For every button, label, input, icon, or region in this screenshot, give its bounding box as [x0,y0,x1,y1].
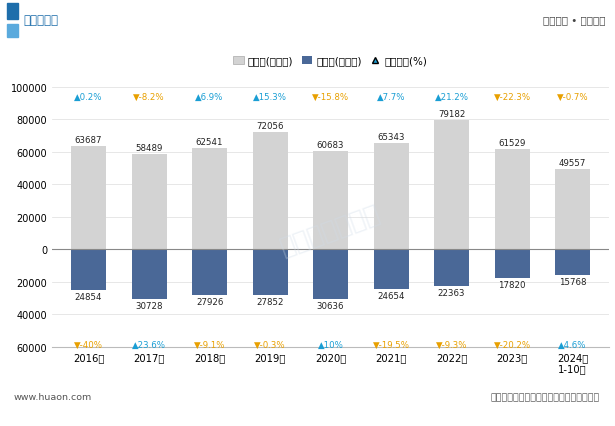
Text: 63687: 63687 [75,135,102,144]
Text: ▼-8.2%: ▼-8.2% [133,93,165,102]
Text: 30636: 30636 [317,302,344,311]
Bar [71,250,106,290]
Text: ▼-15.8%: ▼-15.8% [312,93,349,102]
Text: 华经情报网: 华经情报网 [23,14,58,26]
Text: 61529: 61529 [498,139,526,148]
Text: ▲6.9%: ▲6.9% [196,93,224,102]
Text: 58489: 58489 [135,144,163,153]
Text: 62541: 62541 [196,137,223,146]
Text: 数据来源：中国海关，华经产业研究院整理: 数据来源：中国海关，华经产业研究院整理 [490,392,600,401]
Text: 49557: 49557 [559,158,586,167]
Bar [494,250,530,279]
Text: ▲21.2%: ▲21.2% [435,93,469,102]
Text: 30728: 30728 [135,302,163,311]
Text: www.huaon.com: www.huaon.com [14,392,92,401]
Bar [132,155,167,250]
Bar [253,133,288,250]
Text: ▼-9.1%: ▼-9.1% [194,340,225,349]
Bar [555,169,590,250]
Text: ▲10%: ▲10% [317,340,344,349]
Bar [192,148,227,250]
Text: 60683: 60683 [317,140,344,149]
Bar [434,250,469,286]
Bar [494,150,530,250]
Bar [192,250,227,295]
Text: 17820: 17820 [498,281,526,290]
Text: 22363: 22363 [438,288,466,297]
Text: 24654: 24654 [378,292,405,301]
Text: 27926: 27926 [196,297,223,306]
Text: ▼-22.3%: ▼-22.3% [493,93,531,102]
Bar [555,250,590,275]
Text: ▲7.7%: ▲7.7% [377,93,405,102]
Bar [71,146,106,250]
Text: 2016-2024年10月大连市高新技术产业园区(境内目的地/货源地)进、出口额: 2016-2024年10月大连市高新技术产业园区(境内目的地/货源地)进、出口额 [130,55,485,70]
Bar [313,151,348,250]
Bar [7,25,18,38]
Bar [373,250,408,290]
Text: 27852: 27852 [256,297,284,306]
Text: ▼-0.7%: ▼-0.7% [557,93,589,102]
Text: ▼-0.3%: ▼-0.3% [254,340,286,349]
Text: 79182: 79182 [438,110,465,119]
Text: 专业严谨 • 客观科学: 专业严谨 • 客观科学 [543,15,606,25]
Text: 65343: 65343 [378,132,405,142]
Text: ▼-40%: ▼-40% [74,340,103,349]
Text: ▲15.3%: ▲15.3% [253,93,287,102]
Bar [373,144,408,250]
Text: ▲0.2%: ▲0.2% [74,93,103,102]
Text: 24854: 24854 [75,292,102,301]
Legend: 出口额(万美元), 进口额(万美元), 同比增长(%): 出口额(万美元), 进口额(万美元), 同比增长(%) [229,52,432,71]
Bar [434,121,469,250]
Text: ▼-20.2%: ▼-20.2% [493,340,531,349]
Text: ▼-9.3%: ▼-9.3% [436,340,467,349]
Text: ▲4.6%: ▲4.6% [558,340,587,349]
Text: ▲23.6%: ▲23.6% [132,340,166,349]
Text: 华经产业研究院: 华经产业研究院 [277,201,384,259]
Text: 15768: 15768 [559,277,586,286]
Bar [313,250,348,299]
Bar [7,4,18,20]
Text: 72056: 72056 [256,122,284,131]
Bar [132,250,167,299]
Text: ▼-19.5%: ▼-19.5% [373,340,410,349]
Bar [253,250,288,295]
